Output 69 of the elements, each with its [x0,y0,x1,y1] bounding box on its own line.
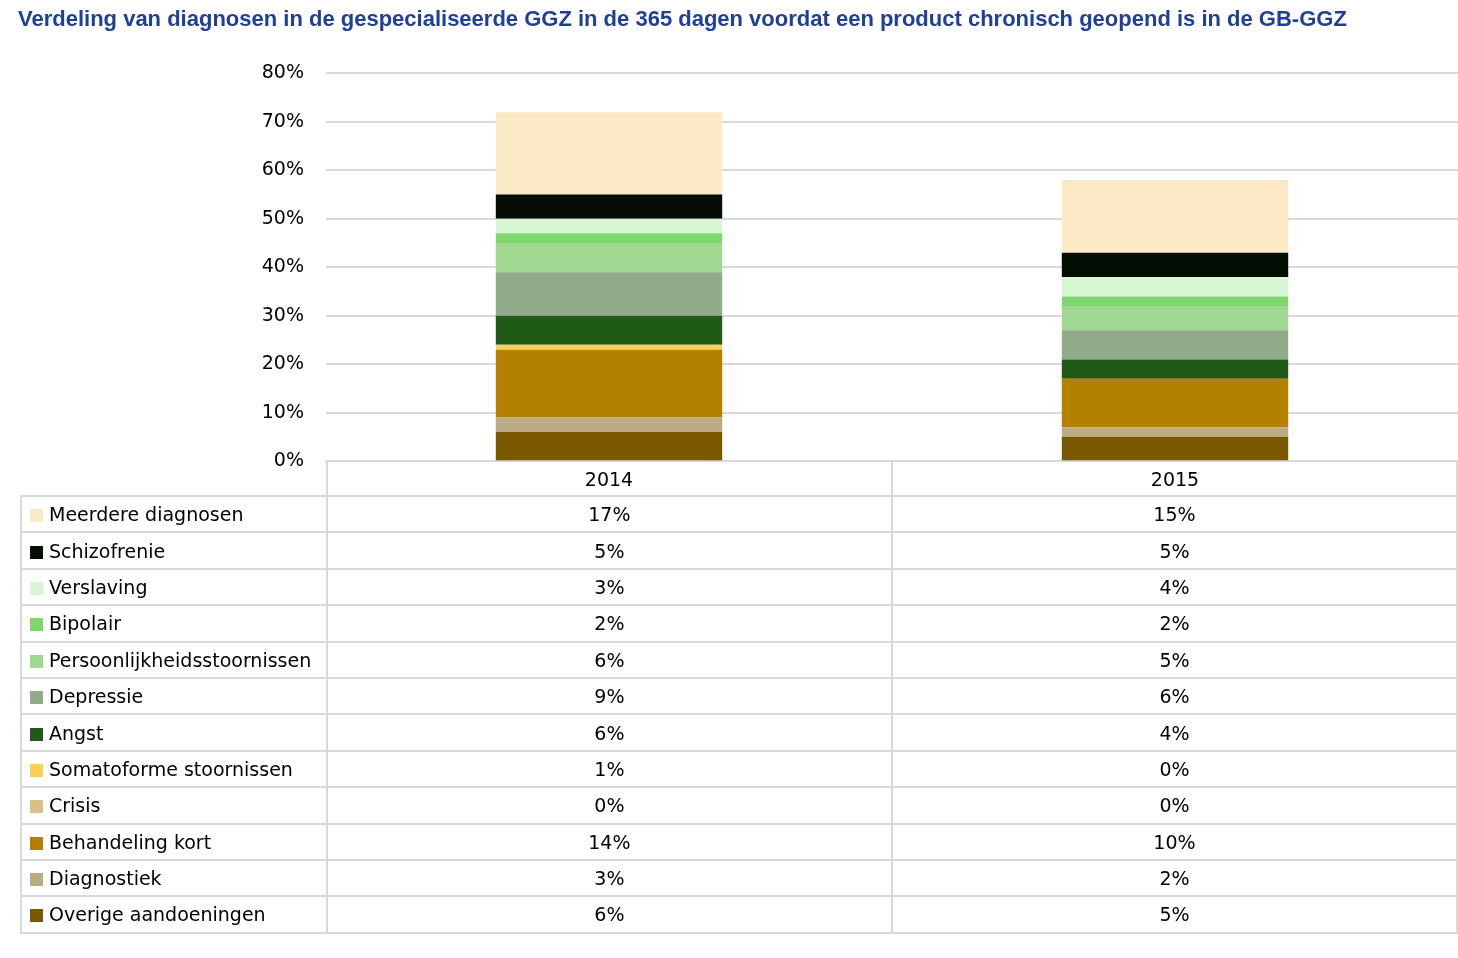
data-label: 3% [326,859,892,897]
x-tick-label: 2014 [584,467,634,490]
bar [495,112,723,195]
data-label: 9% [326,677,892,715]
bar [1061,306,1289,331]
data-label: 0% [326,787,892,824]
y-tick-label: 0% [273,448,304,471]
y-tick-label: 60% [261,157,304,180]
bar [495,243,723,273]
data-label: 5% [891,532,1457,569]
legend-label: Schizofrenie [49,539,166,562]
bar [1061,378,1289,428]
bar [1061,330,1289,360]
bar [1061,359,1289,379]
data-label: 17% [326,496,892,533]
data-label: 6% [326,641,892,678]
legend-label: Depressie [49,685,144,708]
data-label: 1% [326,750,892,788]
data-label: 6% [326,714,892,751]
legend-label: Overige aandoeningen [49,903,266,926]
bar [1061,277,1289,297]
bar [1061,436,1289,461]
legend-label: Diagnostiek [49,867,162,890]
legend-label: Crisis [49,794,101,817]
data-label: 5% [326,532,892,569]
chart-title: Verdeling van diagnosen in de gespecialiseerde GGZ in de 365 dagen voordat een product chronisch geopend is in de GB-GGZ [18,6,1348,32]
data-label: 5% [891,641,1457,678]
legend-label: Bipolair [49,612,122,635]
legend-label: Angst [49,721,104,744]
data-label: 5% [891,896,1457,933]
y-tick-label: 70% [261,108,304,131]
y-tick-label: 50% [261,205,304,228]
bar [495,349,723,418]
data-label: 2% [326,605,892,642]
legend-label: Verslaving [49,575,148,598]
bar [495,417,723,433]
data-label: 15% [891,496,1457,533]
bar [495,272,723,316]
data-label: 3% [326,568,892,606]
y-tick-label: 80% [261,60,304,83]
data-label: 6% [326,896,892,933]
legend-label: Persoonlijkheidsstoornissen [49,648,312,671]
y-tick-label: 30% [261,302,304,325]
data-label: 4% [891,568,1457,606]
legend-label: Somatoforme stoornissen [49,757,293,780]
bar [1061,296,1289,307]
data-label: 10% [891,823,1457,860]
data-label: 2% [891,605,1457,642]
bar [495,315,723,345]
y-tick-label: 40% [261,254,304,277]
data-label: 14% [326,823,892,860]
bar [495,344,723,350]
data-label: 0% [891,787,1457,824]
legend-label: Meerdere diagnosen [49,503,244,526]
data-label: 6% [891,677,1457,715]
bar [1061,252,1289,277]
bar [495,233,723,244]
bar [495,432,723,461]
y-tick-label: 20% [261,351,304,374]
data-label: 2% [891,859,1457,897]
y-tick-label: 10% [261,399,304,422]
bar [495,194,723,219]
data-label: 0% [891,750,1457,788]
legend-label: Behandeling kort [49,830,212,853]
bar [495,218,723,234]
x-tick-label: 2015 [1150,467,1200,490]
bar [1061,180,1289,253]
bar [1061,427,1289,437]
data-label: 4% [891,714,1457,751]
